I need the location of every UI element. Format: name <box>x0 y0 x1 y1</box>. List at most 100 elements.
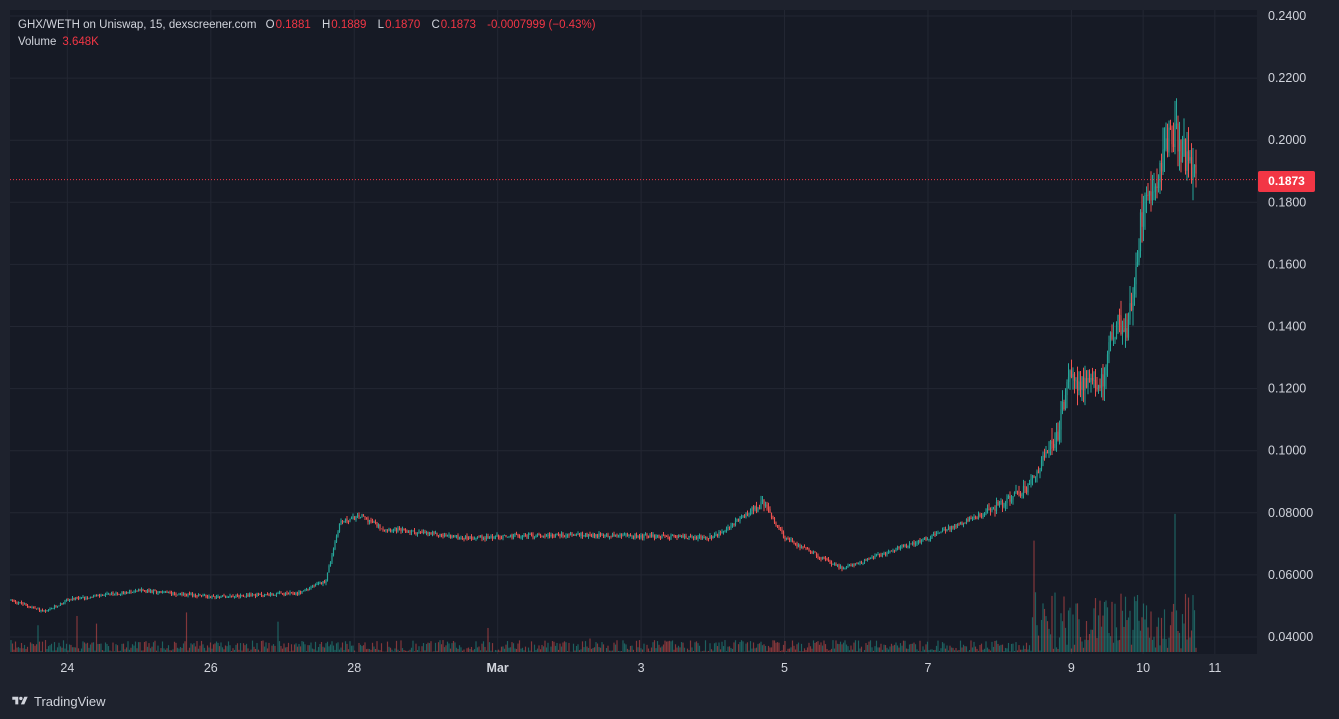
candle-body <box>1102 374 1104 387</box>
volume-bar <box>913 642 915 652</box>
volume-bar <box>194 646 197 652</box>
volume-bar <box>1066 644 1068 652</box>
candle-body <box>287 593 290 595</box>
volume-bar <box>772 640 774 652</box>
volume-bar <box>713 643 716 652</box>
volume-bar <box>1141 617 1143 652</box>
candle-body <box>154 590 156 592</box>
volume-bar <box>1153 636 1155 652</box>
chart-pane[interactable]: 0.2400 0.2200 0.2000 0.1800 0.1600 0.1400 0.12… <box>10 9 1313 675</box>
candle-body <box>139 589 141 591</box>
candle-body <box>1172 144 1175 148</box>
volume-bar <box>382 651 384 652</box>
candle-body <box>470 536 473 539</box>
candle-body <box>335 536 338 543</box>
candle-body <box>727 527 729 529</box>
candle-body <box>466 536 468 539</box>
volume-bar <box>1085 620 1088 652</box>
volume-bar <box>238 649 240 652</box>
volume-bar <box>815 641 818 652</box>
candle-body <box>1064 395 1067 410</box>
candle-body <box>661 534 663 539</box>
candle-body <box>320 582 323 585</box>
volume-bar <box>766 650 768 652</box>
candle-body <box>676 536 678 538</box>
candle-body <box>196 596 198 598</box>
volume-bar <box>1132 629 1134 652</box>
volume-bar <box>1156 626 1158 652</box>
volume-bar <box>758 643 761 652</box>
candle-body <box>764 504 767 506</box>
candle-body <box>400 528 402 531</box>
volume-bar <box>271 645 273 652</box>
candle-body <box>314 584 317 587</box>
volume-bar <box>212 644 215 652</box>
candle-body <box>776 525 779 526</box>
volume-bar <box>742 641 744 652</box>
volume-bar <box>263 646 266 652</box>
open-value: 0.1881 <box>275 19 311 31</box>
volume-label[interactable]: Volume <box>18 36 57 48</box>
volume-bar <box>373 646 375 652</box>
volume-bar <box>926 641 929 652</box>
volume-bar <box>442 640 444 652</box>
volume-bar <box>863 650 866 652</box>
volume-bar <box>1096 638 1098 652</box>
candle-body <box>58 605 60 607</box>
volume-bar <box>508 647 510 652</box>
volume-bar <box>343 650 345 652</box>
candle-body <box>131 591 134 593</box>
symbol-name[interactable]: GHX/WETH on Uniswap, 15, dexscreener.com <box>18 19 257 31</box>
volume-bar <box>617 650 620 652</box>
candle-body <box>124 591 126 594</box>
candle-body <box>344 518 347 522</box>
volume-bar <box>1142 603 1145 652</box>
volume-bar <box>1081 641 1083 652</box>
candle-body <box>736 519 738 521</box>
volume-bar <box>400 640 402 652</box>
candle-body <box>1168 127 1170 153</box>
volume-bar <box>904 640 906 652</box>
candle-body <box>311 586 314 588</box>
volume-bar <box>841 644 843 652</box>
candle-body <box>167 591 170 593</box>
volume-bar <box>1180 648 1182 652</box>
volume-bar <box>278 641 281 652</box>
volume-bar <box>274 645 276 652</box>
volume-bar <box>991 641 993 652</box>
candle-body <box>362 514 365 517</box>
candle-body <box>250 594 252 596</box>
candle-body <box>383 529 386 531</box>
candle-body <box>439 533 441 536</box>
candle-body <box>251 594 254 596</box>
candle-body <box>751 507 753 512</box>
candle-body <box>611 534 614 538</box>
candle-body <box>938 532 941 534</box>
volume-bar <box>229 645 231 652</box>
candle-body <box>1147 194 1149 196</box>
volume-bar <box>667 641 669 652</box>
candle-body <box>920 539 923 543</box>
candle-body <box>943 529 945 531</box>
volume-bar <box>614 644 617 652</box>
candle-body <box>560 533 563 537</box>
volume-bar <box>280 645 282 652</box>
candle-body <box>452 535 455 537</box>
volume-bar <box>581 641 584 652</box>
candle-body <box>377 524 380 527</box>
tradingview-footer[interactable]: TradingView <box>10 690 106 712</box>
volume-bar <box>112 642 114 652</box>
volume-bar <box>89 644 92 652</box>
volume-bar <box>1003 651 1005 652</box>
volume-bar <box>820 642 822 652</box>
volume-bar <box>754 648 756 652</box>
candle-body <box>119 594 122 595</box>
candle-body <box>847 565 849 567</box>
volume-bar <box>515 648 518 652</box>
volume-bar <box>80 648 83 652</box>
candle-body <box>194 595 197 597</box>
volume-bar <box>1094 598 1097 652</box>
volume-bar <box>542 646 545 652</box>
candle-body <box>197 594 200 597</box>
candle-body <box>896 547 899 548</box>
